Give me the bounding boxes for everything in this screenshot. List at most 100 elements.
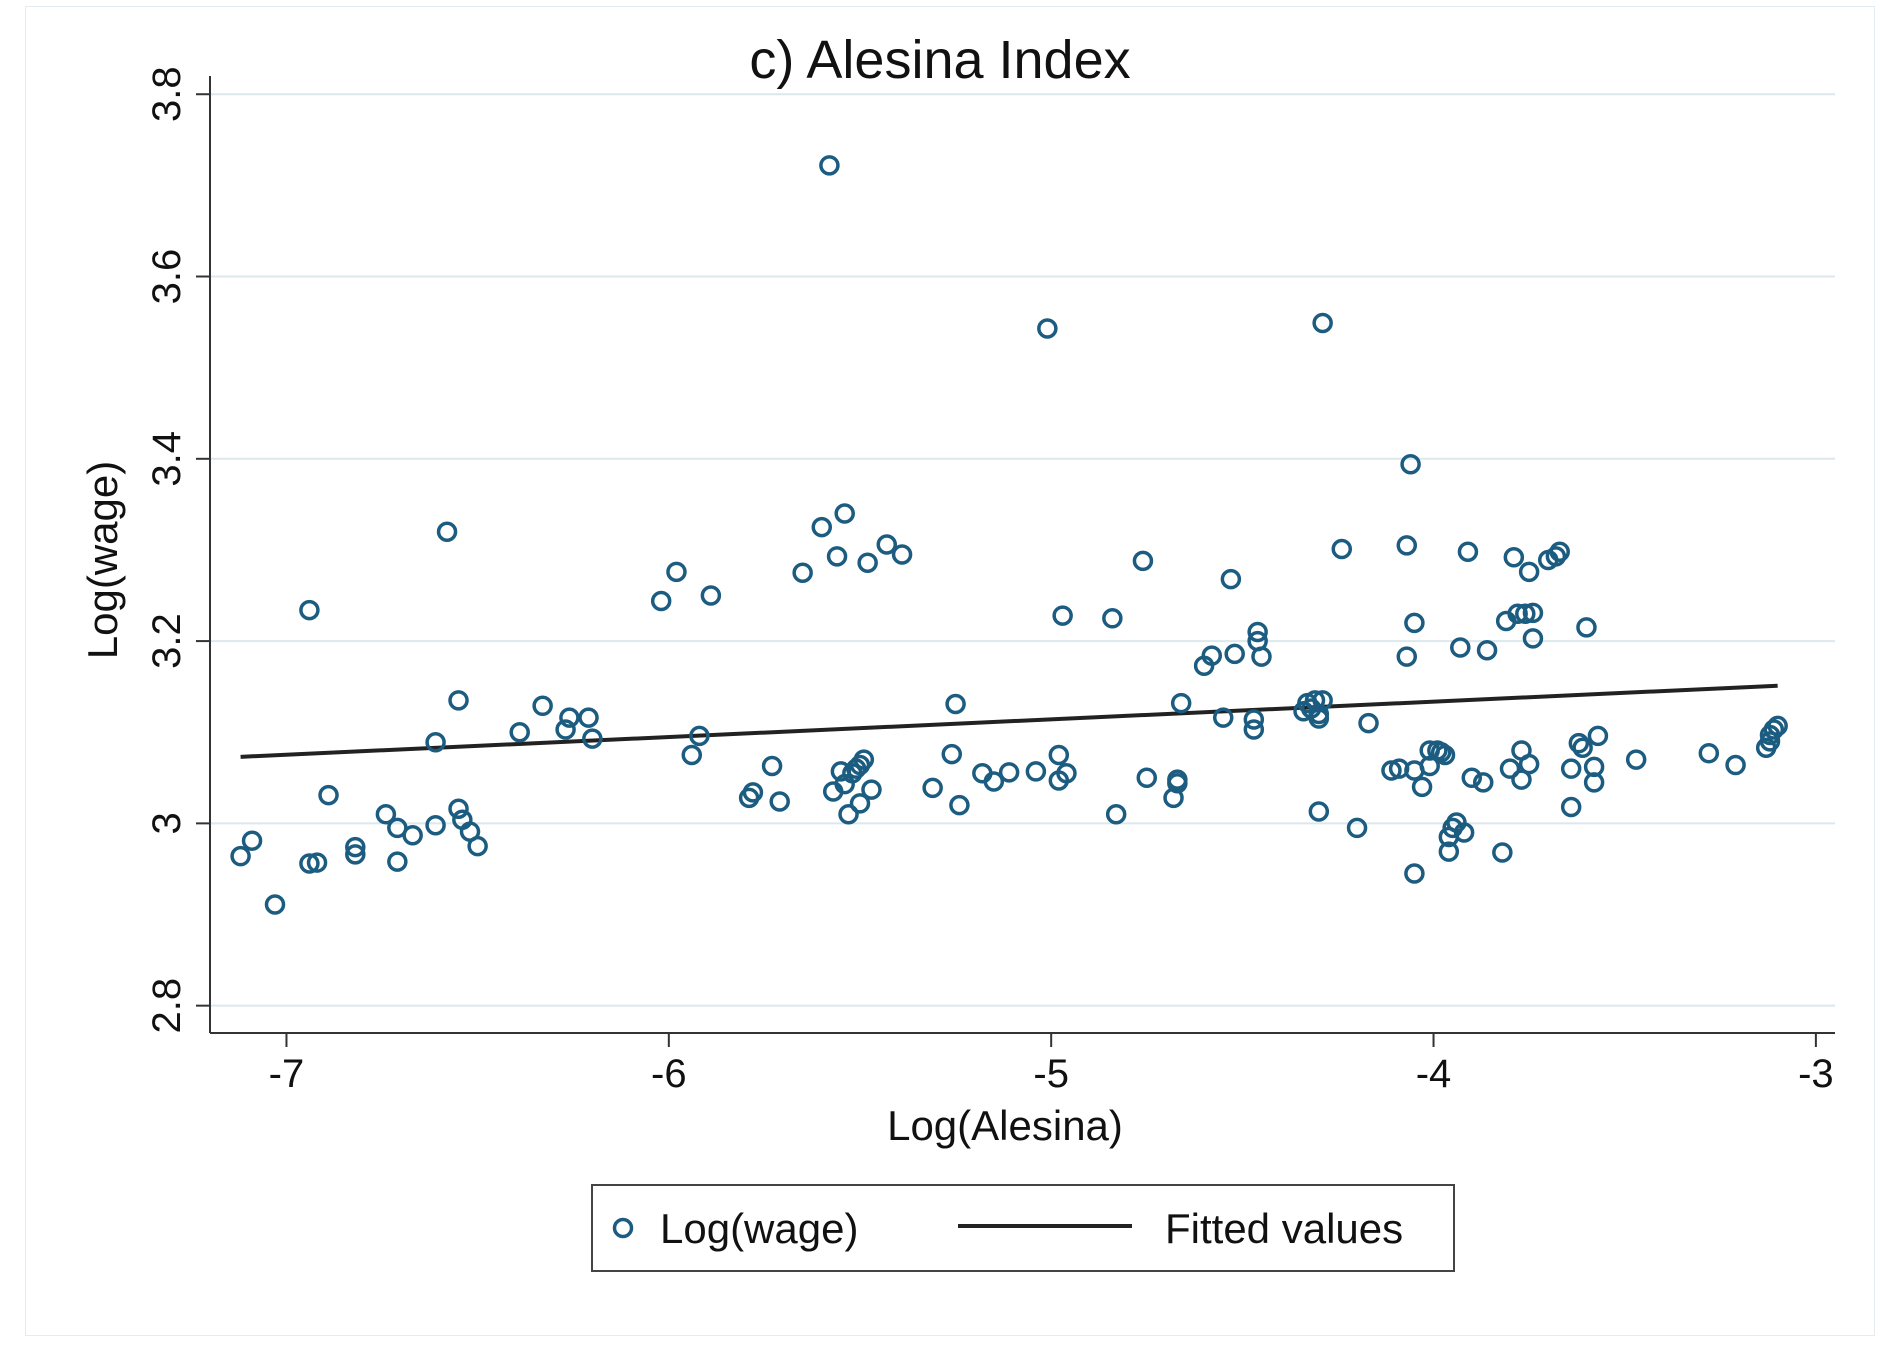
scatter-point-76 — [1201, 645, 1223, 666]
scatter-point-51 — [861, 779, 882, 800]
x-axis-title: Log(Alesina) — [887, 1102, 1123, 1149]
scatter-point-57 — [949, 794, 970, 816]
scatter-point-131 — [1522, 628, 1544, 649]
scatter-point-33 — [742, 782, 764, 803]
scatter-point-53 — [891, 544, 913, 565]
scatter-points — [230, 155, 1788, 915]
scatter-point-36 — [792, 562, 813, 583]
scatter-point-62 — [1037, 318, 1058, 339]
scatter-point-21 — [509, 721, 530, 743]
scatter-point-92 — [1312, 312, 1333, 334]
fitted-line-group — [240, 683, 1778, 759]
y-tick-label-1: 3 — [145, 812, 189, 834]
scatter-point-89 — [1308, 801, 1330, 822]
scatter-point-38 — [819, 155, 840, 176]
scatter-point-12 — [402, 824, 423, 846]
scatter-point-56 — [945, 693, 966, 715]
scatter-point-13 — [425, 814, 446, 836]
scatter-point-10 — [387, 851, 408, 872]
scatter-point-74 — [1170, 692, 1192, 714]
scatter-point-119 — [1472, 772, 1494, 793]
scatter-point-115 — [1450, 637, 1471, 658]
grid-lines — [210, 93, 1835, 1007]
chart-title: c) Alesina Index — [749, 30, 1130, 90]
scatter-point-59 — [983, 771, 1005, 792]
scatter-point-31 — [700, 585, 722, 606]
scatter-point-144 — [1625, 749, 1647, 770]
scatter-point-42 — [834, 503, 855, 524]
scatter-point-22 — [532, 695, 553, 717]
x-tick-label-0: -7 — [269, 1052, 305, 1096]
scatter-point-50 — [857, 552, 878, 573]
scatter-point-60 — [998, 762, 1020, 783]
scatter-point-24 — [559, 707, 580, 728]
scatter-point-5 — [306, 852, 328, 873]
scatter-point-118 — [1461, 767, 1483, 789]
scatter-point-8 — [345, 844, 366, 865]
y-tick-label-5: 3.8 — [145, 66, 189, 122]
scatter-point-29 — [681, 744, 703, 766]
scatter-point-143 — [1587, 725, 1609, 747]
scatter-point-66 — [1056, 762, 1077, 784]
scatter-point-30 — [689, 725, 710, 747]
scatter-point-126 — [1511, 769, 1532, 790]
scatter-point-15 — [436, 521, 458, 542]
legend: Log(wage) Fitted values — [591, 1184, 1455, 1272]
scatter-point-116 — [1453, 822, 1475, 843]
scatter-point-112 — [1438, 841, 1460, 862]
scatter-point-105 — [1411, 776, 1433, 798]
scatter-point-35 — [769, 791, 790, 812]
scatter-point-88 — [1304, 690, 1326, 711]
scatter-point-61 — [1025, 761, 1047, 782]
scatter-point-79 — [1224, 643, 1245, 665]
scatter-point-4 — [299, 853, 320, 874]
scatter-point-40 — [826, 546, 848, 567]
scatter-point-9 — [375, 804, 397, 825]
scatter-point-96 — [1358, 712, 1379, 734]
scatter-point-55 — [941, 743, 963, 765]
scatter-point-84 — [1251, 646, 1272, 667]
scatter-point-81 — [1243, 709, 1265, 730]
x-tick-label-2: -5 — [1033, 1052, 1069, 1096]
scatter-point-2 — [264, 894, 286, 915]
scatter-point-68 — [1105, 804, 1127, 825]
legend-marker-circle — [612, 1217, 634, 1239]
scatter-point-117 — [1457, 541, 1479, 563]
scatter-point-91 — [1308, 708, 1330, 729]
scatter-point-139 — [1572, 737, 1593, 758]
scatter-point-145 — [1698, 742, 1720, 764]
scatter-point-37 — [811, 516, 833, 538]
legend-label-fitted-values: Fitted values — [1165, 1205, 1403, 1252]
y-tick-label-2: 3.2 — [145, 613, 189, 669]
scatter-point-64 — [1048, 744, 1070, 766]
scatter-point-70 — [1136, 767, 1158, 789]
scatter-point-27 — [650, 590, 672, 612]
scatter-point-49 — [853, 749, 875, 770]
scatter-point-110 — [1434, 744, 1456, 766]
scatter-point-14 — [425, 732, 446, 753]
scatter-point-138 — [1568, 732, 1590, 754]
x-tick-label-4: -3 — [1798, 1052, 1834, 1096]
scatter-point-120 — [1476, 639, 1498, 661]
scatter-point-99 — [1396, 535, 1418, 556]
scatter-point-151 — [1767, 715, 1788, 737]
scatter-point-128 — [1515, 603, 1536, 624]
scatter-point-20 — [467, 835, 488, 857]
scatter-point-80 — [1243, 719, 1265, 740]
axes — [209, 76, 1835, 1034]
scatter-point-130 — [1518, 753, 1540, 775]
scatter-point-93 — [1312, 690, 1333, 711]
scatter-point-82 — [1247, 621, 1268, 643]
scatter-point-140 — [1576, 617, 1597, 638]
scatter-point-26 — [582, 728, 603, 749]
scatter-point-0 — [230, 845, 251, 867]
scatter-point-142 — [1583, 772, 1605, 793]
x-ticks: -7 -6 -5 -4 -3 — [269, 1033, 1834, 1096]
scatter-point-100 — [1396, 646, 1418, 667]
scatter-point-129 — [1518, 561, 1540, 583]
scatter-point-123 — [1499, 758, 1521, 779]
scatter-point-137 — [1560, 758, 1582, 779]
scatter-point-52 — [876, 534, 898, 555]
y-tick-label-3: 3.4 — [145, 431, 189, 487]
scatter-point-17 — [448, 690, 469, 711]
